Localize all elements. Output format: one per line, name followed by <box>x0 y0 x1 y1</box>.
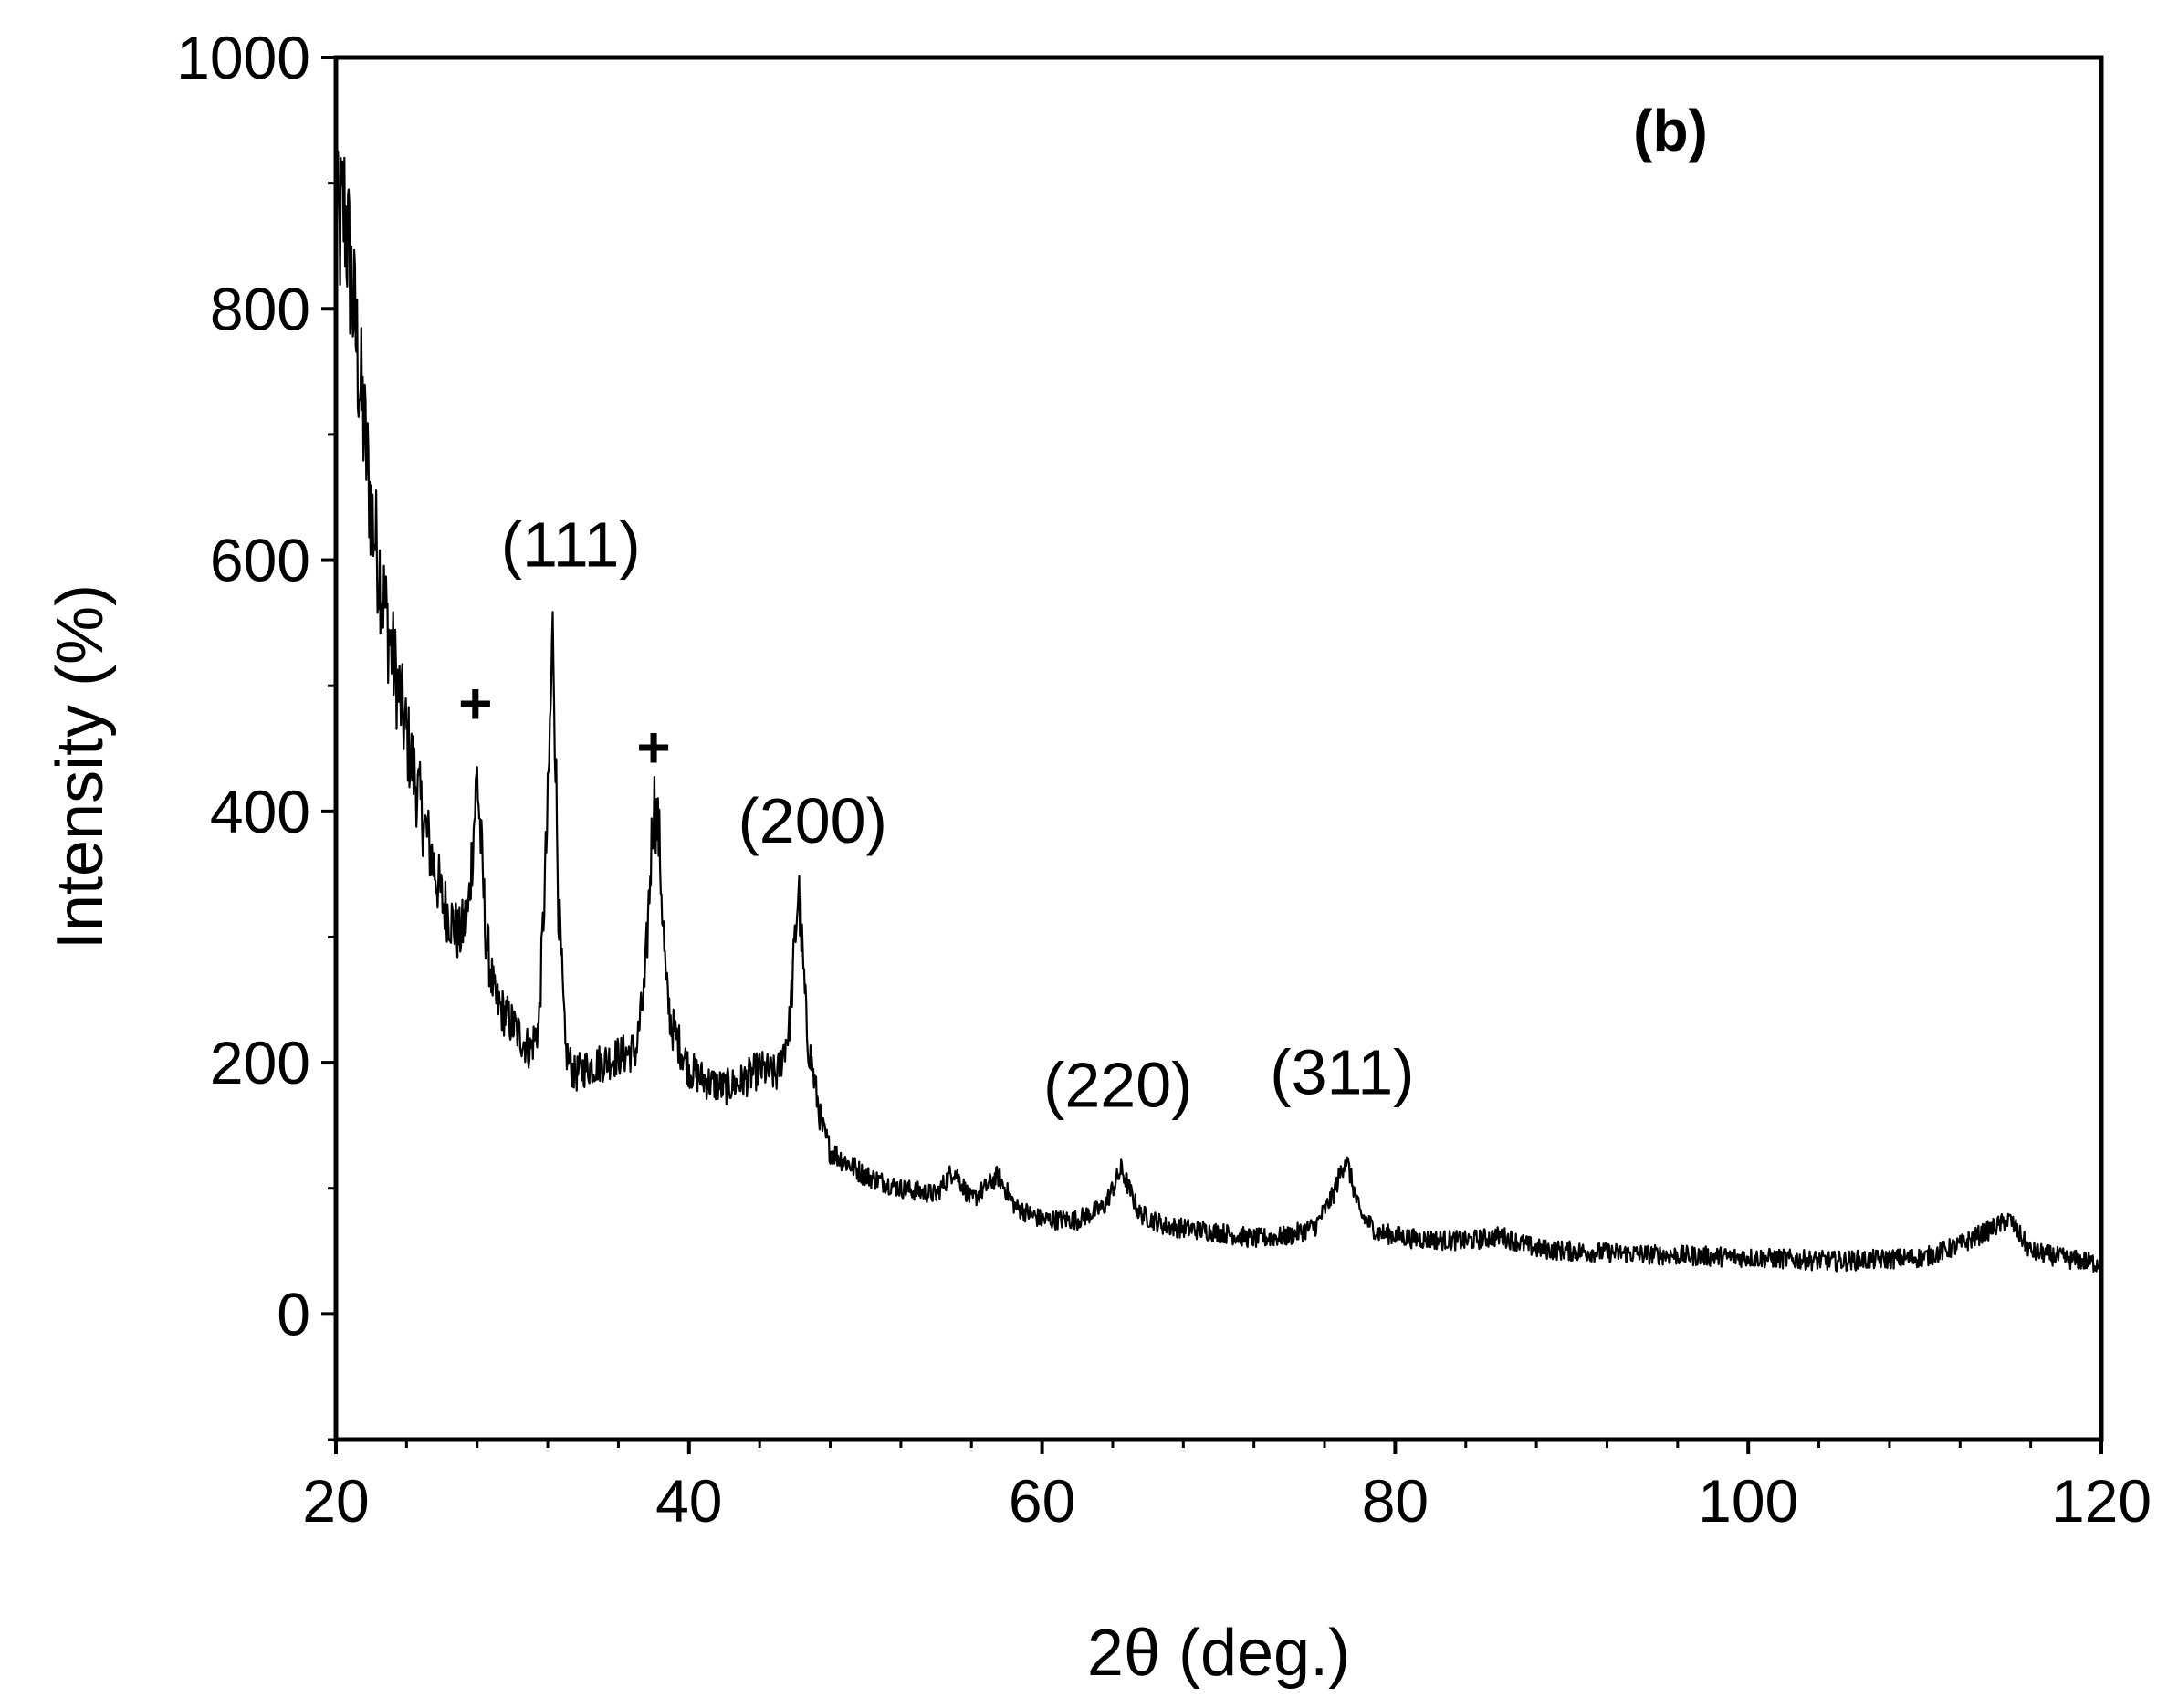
peak-label: (200) <box>738 785 886 856</box>
peak-label: (220) <box>1043 1049 1192 1120</box>
diffraction-pattern-line <box>334 150 2103 1273</box>
y-tick-label: 0 <box>277 1280 310 1347</box>
y-tick-label: 400 <box>210 778 310 845</box>
x-tick-label: 120 <box>2051 1467 2152 1535</box>
plot-border <box>333 55 2104 1442</box>
plot-frame <box>333 55 2104 1442</box>
axis-tick-labels: 20 40 60 80 100 120 0 200 400 600 800 1000 <box>176 24 2152 1535</box>
x-tick-label: 40 <box>655 1467 722 1535</box>
peak-annotations: (111) (200) (220) (311) + + <box>458 508 1414 1120</box>
y-tick-label: 1000 <box>176 24 310 91</box>
x-tick-label: 100 <box>1698 1467 1798 1535</box>
peak-label: (111) <box>501 508 641 580</box>
panel-label: (b) <box>1633 98 1708 163</box>
x-tick-label: 80 <box>1362 1467 1429 1535</box>
x-tick-label: 20 <box>302 1467 369 1535</box>
x-axis-title: 2θ (deg.) <box>1087 1617 1350 1690</box>
x-tick-label: 60 <box>1009 1467 1075 1535</box>
axis-ticks <box>321 56 2103 1454</box>
impurity-peak-marker: + <box>458 670 492 736</box>
peak-label: (311) <box>1270 1037 1414 1108</box>
y-tick-label: 800 <box>210 275 310 342</box>
y-tick-label: 600 <box>210 527 310 594</box>
y-axis-title: Intensity (%) <box>44 584 117 949</box>
y-tick-label: 200 <box>210 1029 310 1096</box>
impurity-peak-marker: + <box>636 715 670 781</box>
